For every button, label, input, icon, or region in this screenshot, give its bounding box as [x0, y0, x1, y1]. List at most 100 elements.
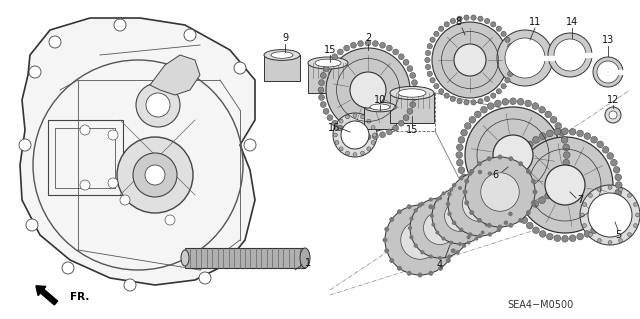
- Circle shape: [481, 197, 484, 202]
- Circle shape: [438, 209, 443, 214]
- Circle shape: [401, 221, 439, 259]
- Circle shape: [636, 213, 639, 217]
- Circle shape: [451, 19, 456, 24]
- Circle shape: [447, 255, 451, 259]
- Circle shape: [430, 214, 434, 218]
- Circle shape: [146, 93, 170, 117]
- Circle shape: [332, 54, 338, 60]
- Text: 6: 6: [492, 170, 498, 180]
- Circle shape: [413, 243, 418, 248]
- Circle shape: [458, 186, 462, 190]
- Circle shape: [555, 122, 561, 129]
- Circle shape: [327, 59, 333, 65]
- Circle shape: [517, 137, 613, 233]
- Circle shape: [508, 182, 515, 188]
- Circle shape: [497, 228, 501, 232]
- Circle shape: [484, 19, 490, 24]
- Circle shape: [234, 62, 246, 74]
- Circle shape: [508, 211, 513, 216]
- Circle shape: [582, 203, 586, 206]
- Circle shape: [487, 103, 494, 109]
- Circle shape: [365, 134, 371, 140]
- Circle shape: [428, 271, 433, 276]
- Ellipse shape: [271, 52, 293, 58]
- Circle shape: [435, 197, 439, 202]
- Circle shape: [333, 113, 377, 157]
- Circle shape: [451, 96, 456, 102]
- Circle shape: [454, 44, 486, 76]
- Circle shape: [165, 215, 175, 225]
- Circle shape: [518, 161, 523, 166]
- Circle shape: [531, 179, 536, 184]
- Circle shape: [387, 129, 392, 135]
- Circle shape: [580, 213, 584, 217]
- Circle shape: [344, 129, 349, 135]
- Circle shape: [417, 203, 422, 207]
- Circle shape: [410, 72, 415, 78]
- Circle shape: [385, 205, 455, 275]
- Circle shape: [497, 30, 553, 86]
- Text: SEA4−M0500: SEA4−M0500: [507, 300, 573, 310]
- Circle shape: [547, 130, 553, 137]
- Circle shape: [609, 111, 617, 119]
- Circle shape: [412, 80, 417, 85]
- Circle shape: [464, 15, 469, 20]
- Circle shape: [428, 204, 433, 209]
- Circle shape: [634, 203, 637, 206]
- Circle shape: [559, 129, 565, 136]
- Circle shape: [407, 108, 413, 114]
- Circle shape: [484, 205, 488, 209]
- Circle shape: [619, 188, 623, 191]
- Circle shape: [510, 57, 515, 63]
- Circle shape: [510, 197, 516, 204]
- Circle shape: [497, 176, 501, 180]
- Circle shape: [445, 201, 476, 231]
- Circle shape: [611, 159, 617, 166]
- Circle shape: [634, 224, 637, 227]
- Circle shape: [427, 43, 433, 49]
- Circle shape: [465, 157, 535, 227]
- Circle shape: [403, 115, 409, 121]
- Circle shape: [393, 49, 399, 55]
- Circle shape: [570, 235, 576, 241]
- Circle shape: [501, 31, 506, 36]
- Circle shape: [108, 130, 118, 140]
- Circle shape: [114, 19, 126, 31]
- Circle shape: [495, 203, 501, 210]
- Circle shape: [434, 31, 439, 36]
- Circle shape: [350, 72, 386, 108]
- Circle shape: [412, 87, 418, 93]
- Circle shape: [426, 50, 431, 56]
- Circle shape: [526, 169, 531, 174]
- Ellipse shape: [364, 102, 396, 112]
- Circle shape: [444, 93, 449, 98]
- Circle shape: [458, 242, 462, 246]
- Circle shape: [449, 241, 453, 245]
- Circle shape: [545, 165, 585, 205]
- Text: 14: 14: [566, 17, 578, 27]
- Circle shape: [589, 194, 593, 197]
- Circle shape: [457, 16, 462, 21]
- Circle shape: [481, 231, 484, 234]
- Circle shape: [495, 100, 501, 107]
- Circle shape: [19, 139, 31, 151]
- Circle shape: [602, 217, 609, 224]
- Circle shape: [447, 197, 451, 202]
- Circle shape: [517, 205, 524, 211]
- Circle shape: [448, 172, 512, 236]
- Bar: [55, 128, 115, 188]
- Circle shape: [508, 43, 513, 49]
- Circle shape: [469, 116, 476, 123]
- Polygon shape: [543, 56, 554, 60]
- Circle shape: [516, 152, 523, 159]
- Circle shape: [607, 152, 614, 159]
- Circle shape: [389, 217, 394, 222]
- Circle shape: [577, 130, 584, 137]
- Circle shape: [468, 226, 472, 230]
- Text: 13: 13: [602, 35, 614, 45]
- Circle shape: [384, 227, 389, 232]
- Circle shape: [398, 54, 404, 60]
- Circle shape: [457, 99, 462, 104]
- Circle shape: [444, 22, 449, 27]
- Circle shape: [532, 227, 540, 234]
